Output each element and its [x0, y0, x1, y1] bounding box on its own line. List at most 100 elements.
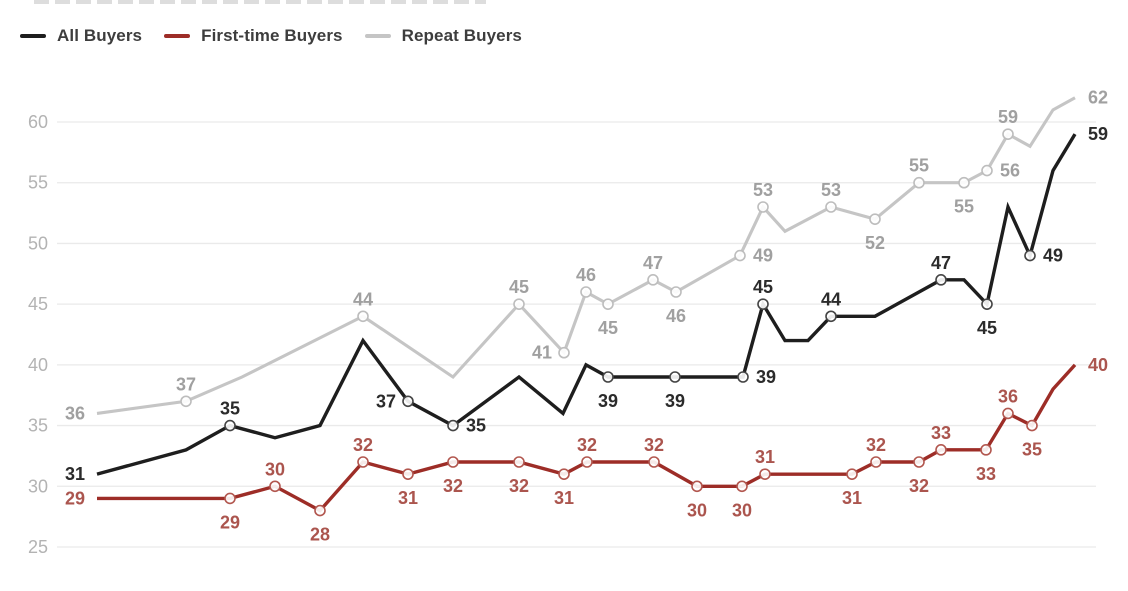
first-time-buyers-point-marker: [691, 480, 703, 493]
first-time-buyers-point-marker: [269, 480, 281, 493]
first-time-buyers-point-label: 35: [1022, 440, 1042, 460]
first-time-buyers-point-marker: [314, 504, 326, 517]
repeat-buyers-point-marker: [670, 286, 682, 298]
repeat-buyers-point-label: 56: [1000, 161, 1020, 181]
first-time-buyers-point-label: 29: [65, 488, 85, 508]
y-axis-tick-label: 40: [28, 355, 48, 375]
first-time-buyers-point-label: 33: [976, 464, 996, 484]
gridlines: [57, 121, 1096, 548]
y-axis-labels: 60 55 50 45 40 35 30 25: [28, 112, 48, 557]
repeat-buyers-point-marker: [869, 213, 881, 225]
repeat-buyers-point-label: 46: [666, 306, 686, 326]
first-time-buyers-point-marker: [913, 456, 925, 468]
repeat-buyers-point-marker: [580, 286, 592, 298]
all-buyers-point-marker: [825, 310, 837, 323]
first-time-buyers-point-label: 32: [577, 435, 597, 455]
first-time-buyers-point-marker: [648, 456, 660, 468]
y-axis-tick-label: 55: [28, 173, 48, 193]
first-time-buyers-point-marker: [447, 456, 459, 468]
all-buyers-point-label: 39: [756, 367, 776, 387]
first-time-buyers-point-label: 31: [554, 488, 574, 508]
series-repeat-buyers: 36 37 44 45 41 46 45 47 46 49 53 53 52 55 55 56 59 62: [65, 88, 1108, 424]
first-time-buyers-point-label: 30: [732, 500, 752, 520]
repeat-buyers-point-label: 59: [998, 107, 1018, 127]
repeat-buyers-point-marker: [357, 310, 369, 323]
first-time-buyers-point-label: 32: [866, 435, 886, 455]
first-time-buyers-point-marker: [1026, 419, 1038, 432]
repeat-buyers-point-label: 44: [353, 289, 373, 309]
legend-item-all-buyers: All Buyers: [20, 26, 142, 46]
legend-swatch-first-time-buyers: [164, 34, 191, 38]
repeat-buyers-point-label: 55: [954, 197, 974, 217]
repeat-buyers-point-marker: [958, 176, 970, 189]
y-axis-tick-label: 25: [28, 537, 48, 557]
all-buyers-point-label: 31: [65, 464, 85, 484]
all-buyers-point-marker: [669, 371, 681, 383]
first-time-buyers-point-label: 32: [353, 435, 373, 455]
all-buyers-point-label: 35: [220, 399, 240, 419]
repeat-buyers-point-marker: [981, 164, 993, 177]
first-time-buyers-point-label: 31: [755, 447, 775, 467]
all-buyers-point-marker: [402, 395, 414, 408]
repeat-buyers-point-label: 36: [65, 403, 85, 423]
legend-swatch-all-buyers: [20, 34, 46, 38]
legend-label-first-time-buyers: First-time Buyers: [201, 26, 343, 45]
all-buyers-point-marker: [737, 371, 749, 383]
legend-label-all-buyers: All Buyers: [57, 26, 143, 45]
first-time-buyers-point-label: 32: [644, 435, 664, 455]
y-axis-tick-label: 45: [28, 294, 48, 314]
all-buyers-point-label: 45: [753, 277, 773, 297]
repeat-buyers-point-label: 41: [532, 343, 552, 363]
all-buyers-point-marker: [935, 274, 947, 286]
repeat-buyers-point-label: 45: [509, 277, 529, 297]
y-axis-tick-label: 60: [28, 112, 48, 132]
first-time-buyers-point-marker: [1002, 407, 1014, 420]
first-time-buyers-point-label: 32: [509, 476, 529, 496]
repeat-buyers-point-marker: [513, 298, 525, 310]
series-first-time-buyers: 29 29 30 28 32 31 32 32 31 32 32 30 30 31 31 32 32 33 33 36…: [65, 355, 1108, 545]
all-buyers-point-label: 59: [1088, 124, 1108, 144]
all-buyers-point-marker: [1024, 249, 1036, 262]
first-time-buyers-point-label: 36: [998, 386, 1018, 406]
first-time-buyers-point-marker: [558, 468, 570, 480]
all-buyers-point-marker: [224, 419, 236, 432]
repeat-buyers-point-marker: [602, 298, 614, 310]
first-time-buyers-point-marker: [224, 492, 236, 505]
first-time-buyers-point-marker: [870, 456, 882, 468]
legend-label-repeat-buyers: Repeat Buyers: [401, 26, 522, 45]
repeat-buyers-point-label: 62: [1088, 88, 1108, 108]
repeat-buyers-point-label: 47: [643, 253, 663, 273]
all-buyers-point-label: 37: [376, 391, 396, 411]
repeat-buyers-point-marker: [825, 201, 837, 213]
all-buyers-point-label: 39: [665, 391, 685, 411]
repeat-buyers-point-label: 49: [753, 246, 773, 266]
repeat-buyers-point-label: 46: [576, 265, 596, 285]
cropped-title-text-remnant: [34, 0, 486, 4]
first-time-buyers-point-marker: [736, 480, 748, 493]
first-time-buyers-point-label: 29: [220, 512, 240, 532]
y-axis-tick-label: 50: [28, 233, 48, 253]
first-time-buyers-point-marker: [935, 444, 947, 456]
repeat-buyers-point-label: 37: [176, 374, 196, 394]
legend: All Buyers First-time Buyers Repeat Buye…: [20, 26, 522, 46]
legend-item-repeat-buyers: Repeat Buyers: [364, 26, 522, 46]
first-time-buyers-point-marker: [759, 468, 771, 480]
first-time-buyers-point-label: 31: [842, 488, 862, 508]
series-all-buyers: 31 35 37 35 39 39 39 45 44 47 45 49 59: [65, 124, 1108, 484]
repeat-buyers-point-marker: [734, 249, 746, 262]
first-time-buyers-point-label: 30: [265, 459, 285, 479]
repeat-buyers-point-marker: [180, 395, 192, 408]
first-time-buyers-point-marker: [980, 444, 992, 456]
first-time-buyers-point-marker: [402, 468, 414, 480]
all-buyers-point-label: 35: [466, 416, 486, 436]
repeat-buyers-point-marker: [647, 274, 659, 286]
all-buyers-point-marker: [981, 298, 993, 310]
y-axis-tick-label: 30: [28, 476, 48, 496]
all-buyers-point-label: 39: [598, 391, 618, 411]
y-axis-tick-label: 35: [28, 416, 48, 436]
all-buyers-point-label: 49: [1043, 246, 1063, 266]
first-time-buyers-point-label: 32: [909, 476, 929, 496]
first-time-buyers-point-marker: [357, 456, 369, 468]
first-time-buyers-point-marker: [513, 456, 525, 468]
